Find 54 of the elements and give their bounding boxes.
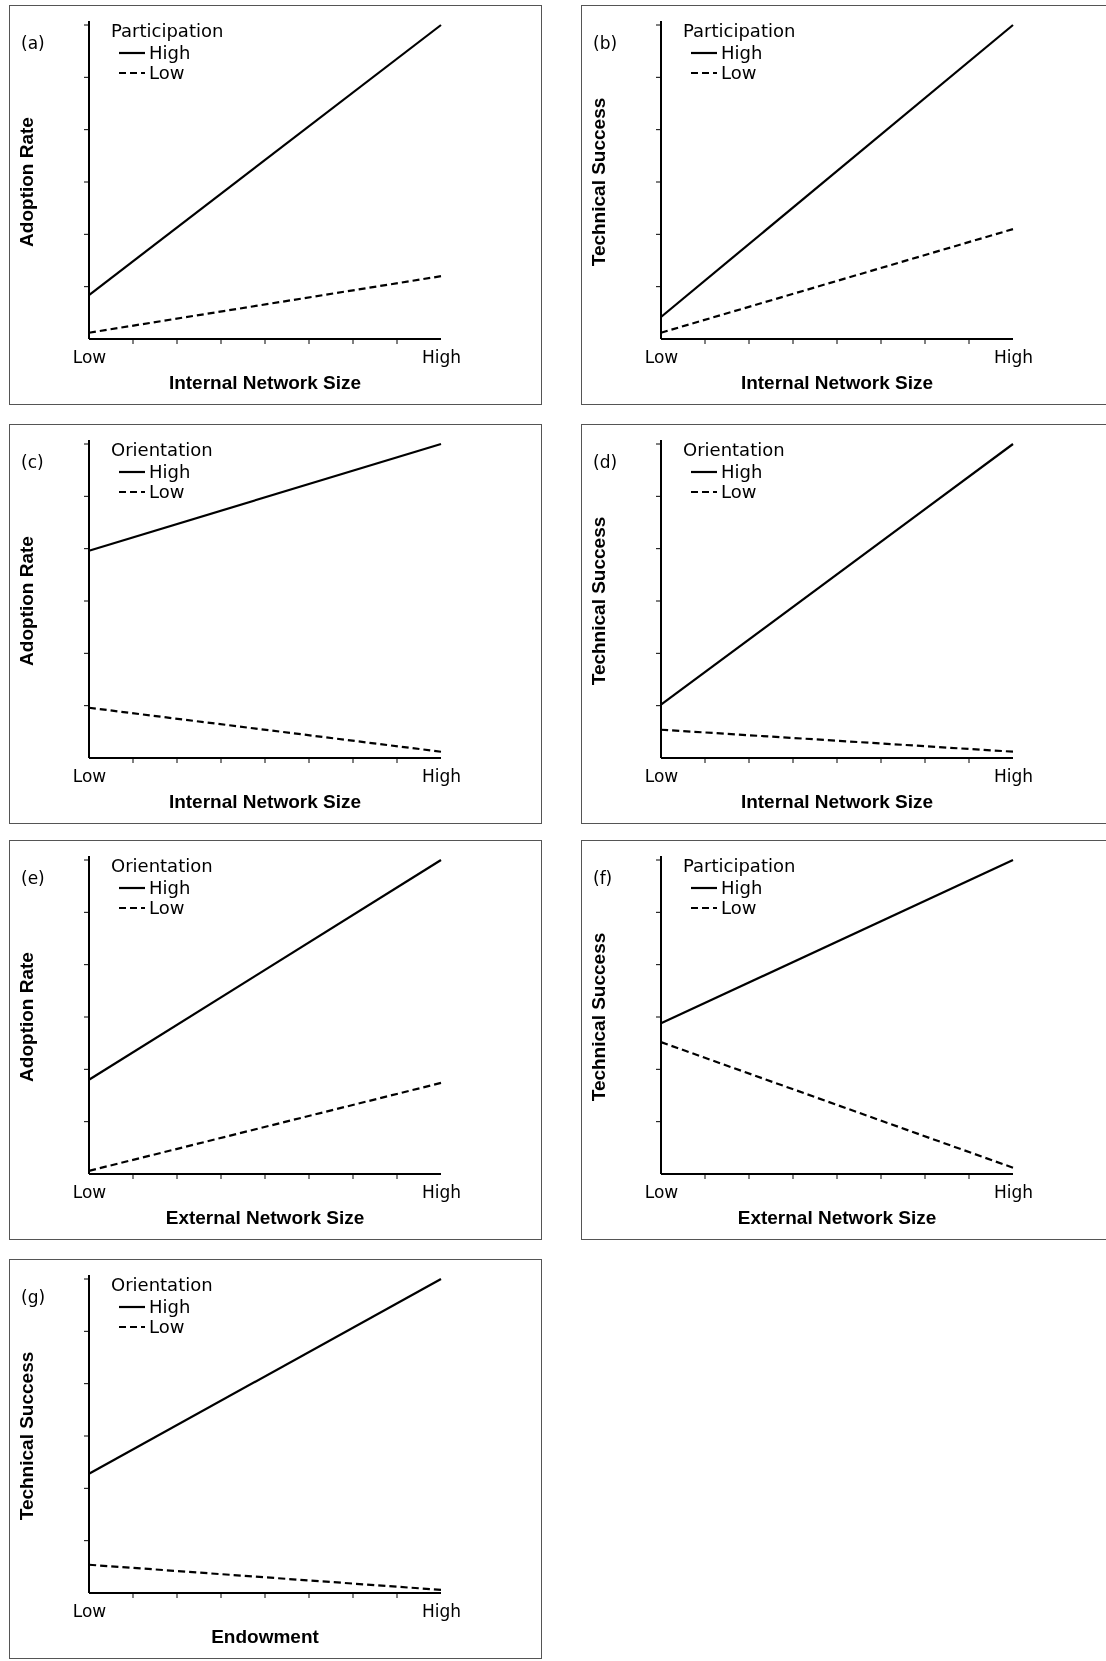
x-tick-label: Low bbox=[644, 1181, 679, 1202]
x-tick-label: High bbox=[993, 1181, 1034, 1202]
text: (d) bbox=[593, 452, 618, 472]
y-axis-title: Technical Success bbox=[588, 516, 609, 686]
x-axis-title: External Network Size bbox=[737, 1207, 937, 1228]
legend-label: High bbox=[149, 42, 191, 63]
legend-label: Low bbox=[149, 897, 185, 918]
x-tick-label: High bbox=[993, 346, 1034, 367]
legend-label: High bbox=[721, 42, 763, 63]
text: (g) bbox=[21, 1287, 46, 1307]
legend-label: Low bbox=[149, 62, 185, 83]
y-axis-title: Adoption Rate bbox=[16, 117, 37, 247]
x-tick-label: Low bbox=[72, 765, 107, 786]
legend-label: High bbox=[149, 461, 191, 482]
legend-title: Orientation bbox=[111, 855, 213, 876]
x-tick-label: High bbox=[421, 765, 462, 786]
text: (a) bbox=[21, 33, 45, 53]
x-axis-title: External Network Size bbox=[165, 1207, 365, 1228]
text: (f) bbox=[593, 868, 613, 888]
x-tick-label: Low bbox=[644, 346, 679, 367]
x-axis-title: Internal Network Size bbox=[168, 372, 362, 393]
legend-title: Orientation bbox=[111, 439, 213, 460]
x-tick-label: Low bbox=[72, 346, 107, 367]
x-tick-label: Low bbox=[644, 765, 679, 786]
x-tick-label: Low bbox=[72, 1181, 107, 1202]
text: (e) bbox=[21, 868, 45, 888]
x-tick-label: High bbox=[421, 1181, 462, 1202]
legend-title: Participation bbox=[683, 855, 796, 876]
y-axis-title: Technical Success bbox=[588, 97, 609, 267]
legend-label: High bbox=[149, 877, 191, 898]
legend-label: High bbox=[721, 461, 763, 482]
x-axis-title: Internal Network Size bbox=[740, 791, 934, 812]
text: (b) bbox=[593, 33, 618, 53]
text: (c) bbox=[21, 452, 44, 472]
legend-title: Participation bbox=[683, 20, 796, 41]
x-axis-title: Internal Network Size bbox=[168, 791, 362, 812]
legend-title: Participation bbox=[111, 20, 224, 41]
legend-label: High bbox=[721, 877, 763, 898]
x-axis-title: Endowment bbox=[211, 1626, 320, 1647]
legend-label: Low bbox=[721, 897, 757, 918]
y-axis-title: Technical Success bbox=[16, 1351, 37, 1521]
y-axis-title: Technical Success bbox=[588, 932, 609, 1102]
legend-label: Low bbox=[149, 1316, 185, 1337]
legend-title: Orientation bbox=[683, 439, 785, 460]
x-tick-label: High bbox=[993, 765, 1034, 786]
y-axis-title: Adoption Rate bbox=[16, 952, 37, 1082]
legend-label: High bbox=[149, 1296, 191, 1317]
x-axis-title: Internal Network Size bbox=[740, 372, 934, 393]
legend-label: Low bbox=[721, 481, 757, 502]
legend-label: Low bbox=[721, 62, 757, 83]
legend-label: Low bbox=[149, 481, 185, 502]
y-axis-title: Adoption Rate bbox=[16, 536, 37, 666]
legend-title: Orientation bbox=[111, 1274, 213, 1295]
x-tick-label: High bbox=[421, 346, 462, 367]
